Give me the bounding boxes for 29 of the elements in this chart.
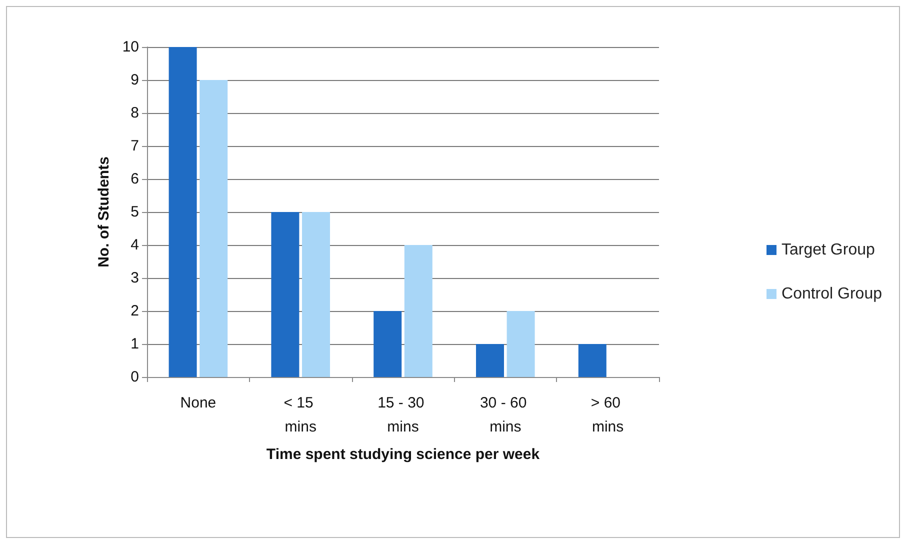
x-tick-label: < 15 mins [284, 394, 318, 436]
y-tick-label: 1 [130, 336, 139, 352]
y-tick-label: 7 [130, 138, 139, 154]
x-axis-title: Time spent studying science per week [266, 446, 540, 463]
bar [374, 311, 402, 377]
bar [200, 80, 228, 377]
y-tick-label: 0 [130, 368, 139, 386]
y-tick-label: 5 [130, 204, 139, 220]
x-tick-label: > 60 mins [590, 394, 625, 436]
y-axis-title: No. of Students [95, 156, 112, 268]
bar [404, 245, 432, 377]
x-tick-label: 30 - 60 mins [480, 394, 531, 436]
bar [271, 212, 300, 377]
bar [506, 311, 535, 377]
y-tick-label: 8 [130, 104, 139, 122]
y-tick-label: 6 [130, 170, 139, 188]
y-tick-label: 9 [130, 72, 139, 88]
y-tick-label: 10 [122, 38, 139, 56]
y-tick-label: 4 [130, 236, 139, 254]
bar [302, 212, 330, 377]
y-tick-label: 3 [130, 270, 139, 286]
legend-label: Control Group [782, 286, 882, 302]
bar [168, 47, 197, 377]
x-tick-label: None [180, 394, 216, 412]
y-tick-label: 2 [130, 302, 139, 320]
legend-label: Target Group [782, 242, 875, 258]
bar [578, 344, 606, 377]
x-tick-label: 15 - 30 mins [378, 394, 428, 436]
bar [476, 344, 504, 377]
